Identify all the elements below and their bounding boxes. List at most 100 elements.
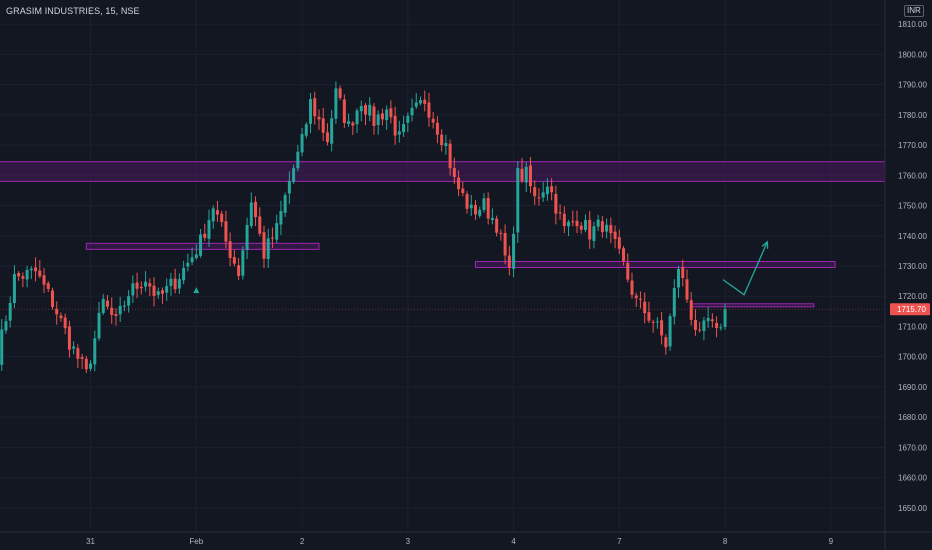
candle[interactable] [237, 257, 241, 280]
candle[interactable] [228, 232, 232, 267]
candle[interactable] [469, 194, 473, 216]
candle[interactable] [313, 91, 317, 125]
candle[interactable] [160, 287, 164, 304]
candle[interactable] [596, 214, 600, 232]
candle[interactable] [617, 229, 621, 255]
candle[interactable] [347, 113, 351, 127]
candle[interactable] [613, 225, 617, 249]
candle[interactable] [655, 317, 659, 329]
candle[interactable] [46, 281, 50, 293]
candle[interactable] [427, 92, 431, 127]
candle[interactable] [410, 98, 414, 122]
candle[interactable] [516, 160, 520, 244]
candle[interactable] [127, 289, 131, 313]
candle[interactable] [444, 134, 448, 155]
candle[interactable] [643, 292, 647, 324]
candle[interactable] [224, 210, 228, 249]
candle[interactable] [351, 120, 355, 135]
candle[interactable] [148, 278, 152, 297]
candle[interactable] [89, 360, 93, 372]
candle[interactable] [583, 214, 587, 233]
candle[interactable] [38, 260, 42, 279]
candle[interactable] [723, 303, 727, 330]
candle[interactable] [533, 180, 537, 206]
candle[interactable] [139, 281, 143, 295]
candle[interactable] [638, 291, 642, 309]
candle[interactable] [448, 139, 452, 176]
candle[interactable] [397, 120, 401, 143]
candle[interactable] [592, 221, 596, 249]
candle[interactable] [152, 277, 156, 307]
candle[interactable] [622, 245, 626, 266]
candle[interactable] [262, 225, 266, 269]
candle[interactable] [266, 228, 270, 269]
candle[interactable] [440, 129, 444, 152]
candle[interactable] [309, 92, 313, 133]
candle[interactable] [279, 200, 283, 235]
candle[interactable] [359, 100, 363, 122]
candle[interactable] [203, 223, 207, 242]
candle[interactable] [706, 307, 710, 328]
candle[interactable] [42, 268, 46, 294]
candle[interactable] [101, 294, 105, 315]
candle[interactable] [681, 259, 685, 287]
candle[interactable] [59, 312, 63, 322]
candle[interactable] [304, 122, 308, 139]
candle[interactable] [503, 224, 507, 265]
candle[interactable] [300, 127, 304, 157]
candle[interactable] [338, 85, 342, 101]
support-resistance-zone[interactable] [85, 242, 320, 250]
candle[interactable] [406, 112, 410, 133]
candle[interactable] [364, 103, 368, 126]
candle[interactable] [588, 210, 592, 249]
candle[interactable] [465, 191, 469, 214]
candle[interactable] [93, 330, 97, 372]
candle[interactable] [452, 157, 456, 184]
candle[interactable] [380, 108, 384, 126]
candle[interactable] [567, 219, 571, 236]
candle[interactable] [677, 265, 681, 298]
candle[interactable] [647, 301, 651, 324]
candle[interactable] [131, 275, 135, 303]
candle[interactable] [719, 323, 723, 331]
candle[interactable] [55, 301, 59, 325]
candle[interactable] [482, 193, 486, 213]
candle[interactable] [715, 316, 719, 338]
candle[interactable] [211, 205, 215, 229]
candle[interactable] [698, 321, 702, 333]
candle[interactable] [495, 215, 499, 237]
candle[interactable] [0, 319, 4, 371]
candle[interactable] [207, 209, 211, 248]
candle[interactable] [414, 93, 418, 110]
candle[interactable] [710, 313, 714, 328]
candle[interactable] [634, 292, 638, 307]
candle[interactable] [664, 334, 668, 355]
candle[interactable] [63, 313, 67, 335]
candle[interactable] [8, 296, 12, 328]
candle[interactable] [554, 185, 558, 225]
candle[interactable] [97, 301, 101, 341]
support-resistance-zone[interactable] [690, 303, 815, 308]
candle[interactable] [571, 210, 575, 227]
candle[interactable] [296, 144, 300, 172]
candle[interactable] [693, 309, 697, 336]
candle[interactable] [25, 265, 29, 288]
candle[interactable] [325, 123, 329, 146]
candle[interactable] [80, 353, 84, 370]
candle[interactable] [114, 308, 118, 326]
candle[interactable] [194, 244, 198, 260]
candle[interactable] [512, 226, 516, 278]
candle[interactable] [135, 272, 139, 299]
candle[interactable] [169, 272, 173, 296]
candle[interactable] [431, 111, 435, 129]
candle[interactable] [660, 312, 664, 345]
candle[interactable] [461, 181, 465, 197]
candle[interactable] [575, 210, 579, 234]
candle[interactable] [579, 222, 583, 234]
candle[interactable] [50, 287, 54, 310]
candle[interactable] [545, 178, 549, 201]
candle[interactable] [144, 271, 148, 292]
candle[interactable] [342, 94, 346, 128]
candle[interactable] [626, 253, 630, 283]
